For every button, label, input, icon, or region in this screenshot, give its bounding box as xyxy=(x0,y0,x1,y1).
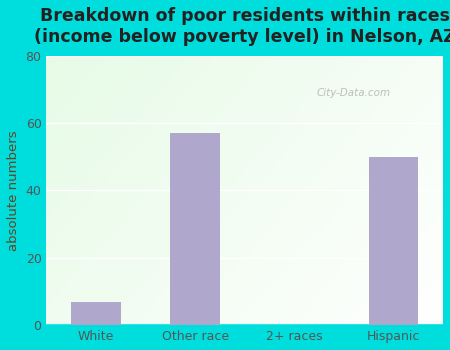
Y-axis label: absolute numbers: absolute numbers xyxy=(7,130,20,251)
Title: Breakdown of poor residents within races
(income below poverty level) in Nelson,: Breakdown of poor residents within races… xyxy=(34,7,450,46)
Bar xyxy=(171,133,220,325)
Bar xyxy=(369,157,418,325)
Bar xyxy=(71,302,121,325)
Text: City-Data.com: City-Data.com xyxy=(316,88,390,98)
